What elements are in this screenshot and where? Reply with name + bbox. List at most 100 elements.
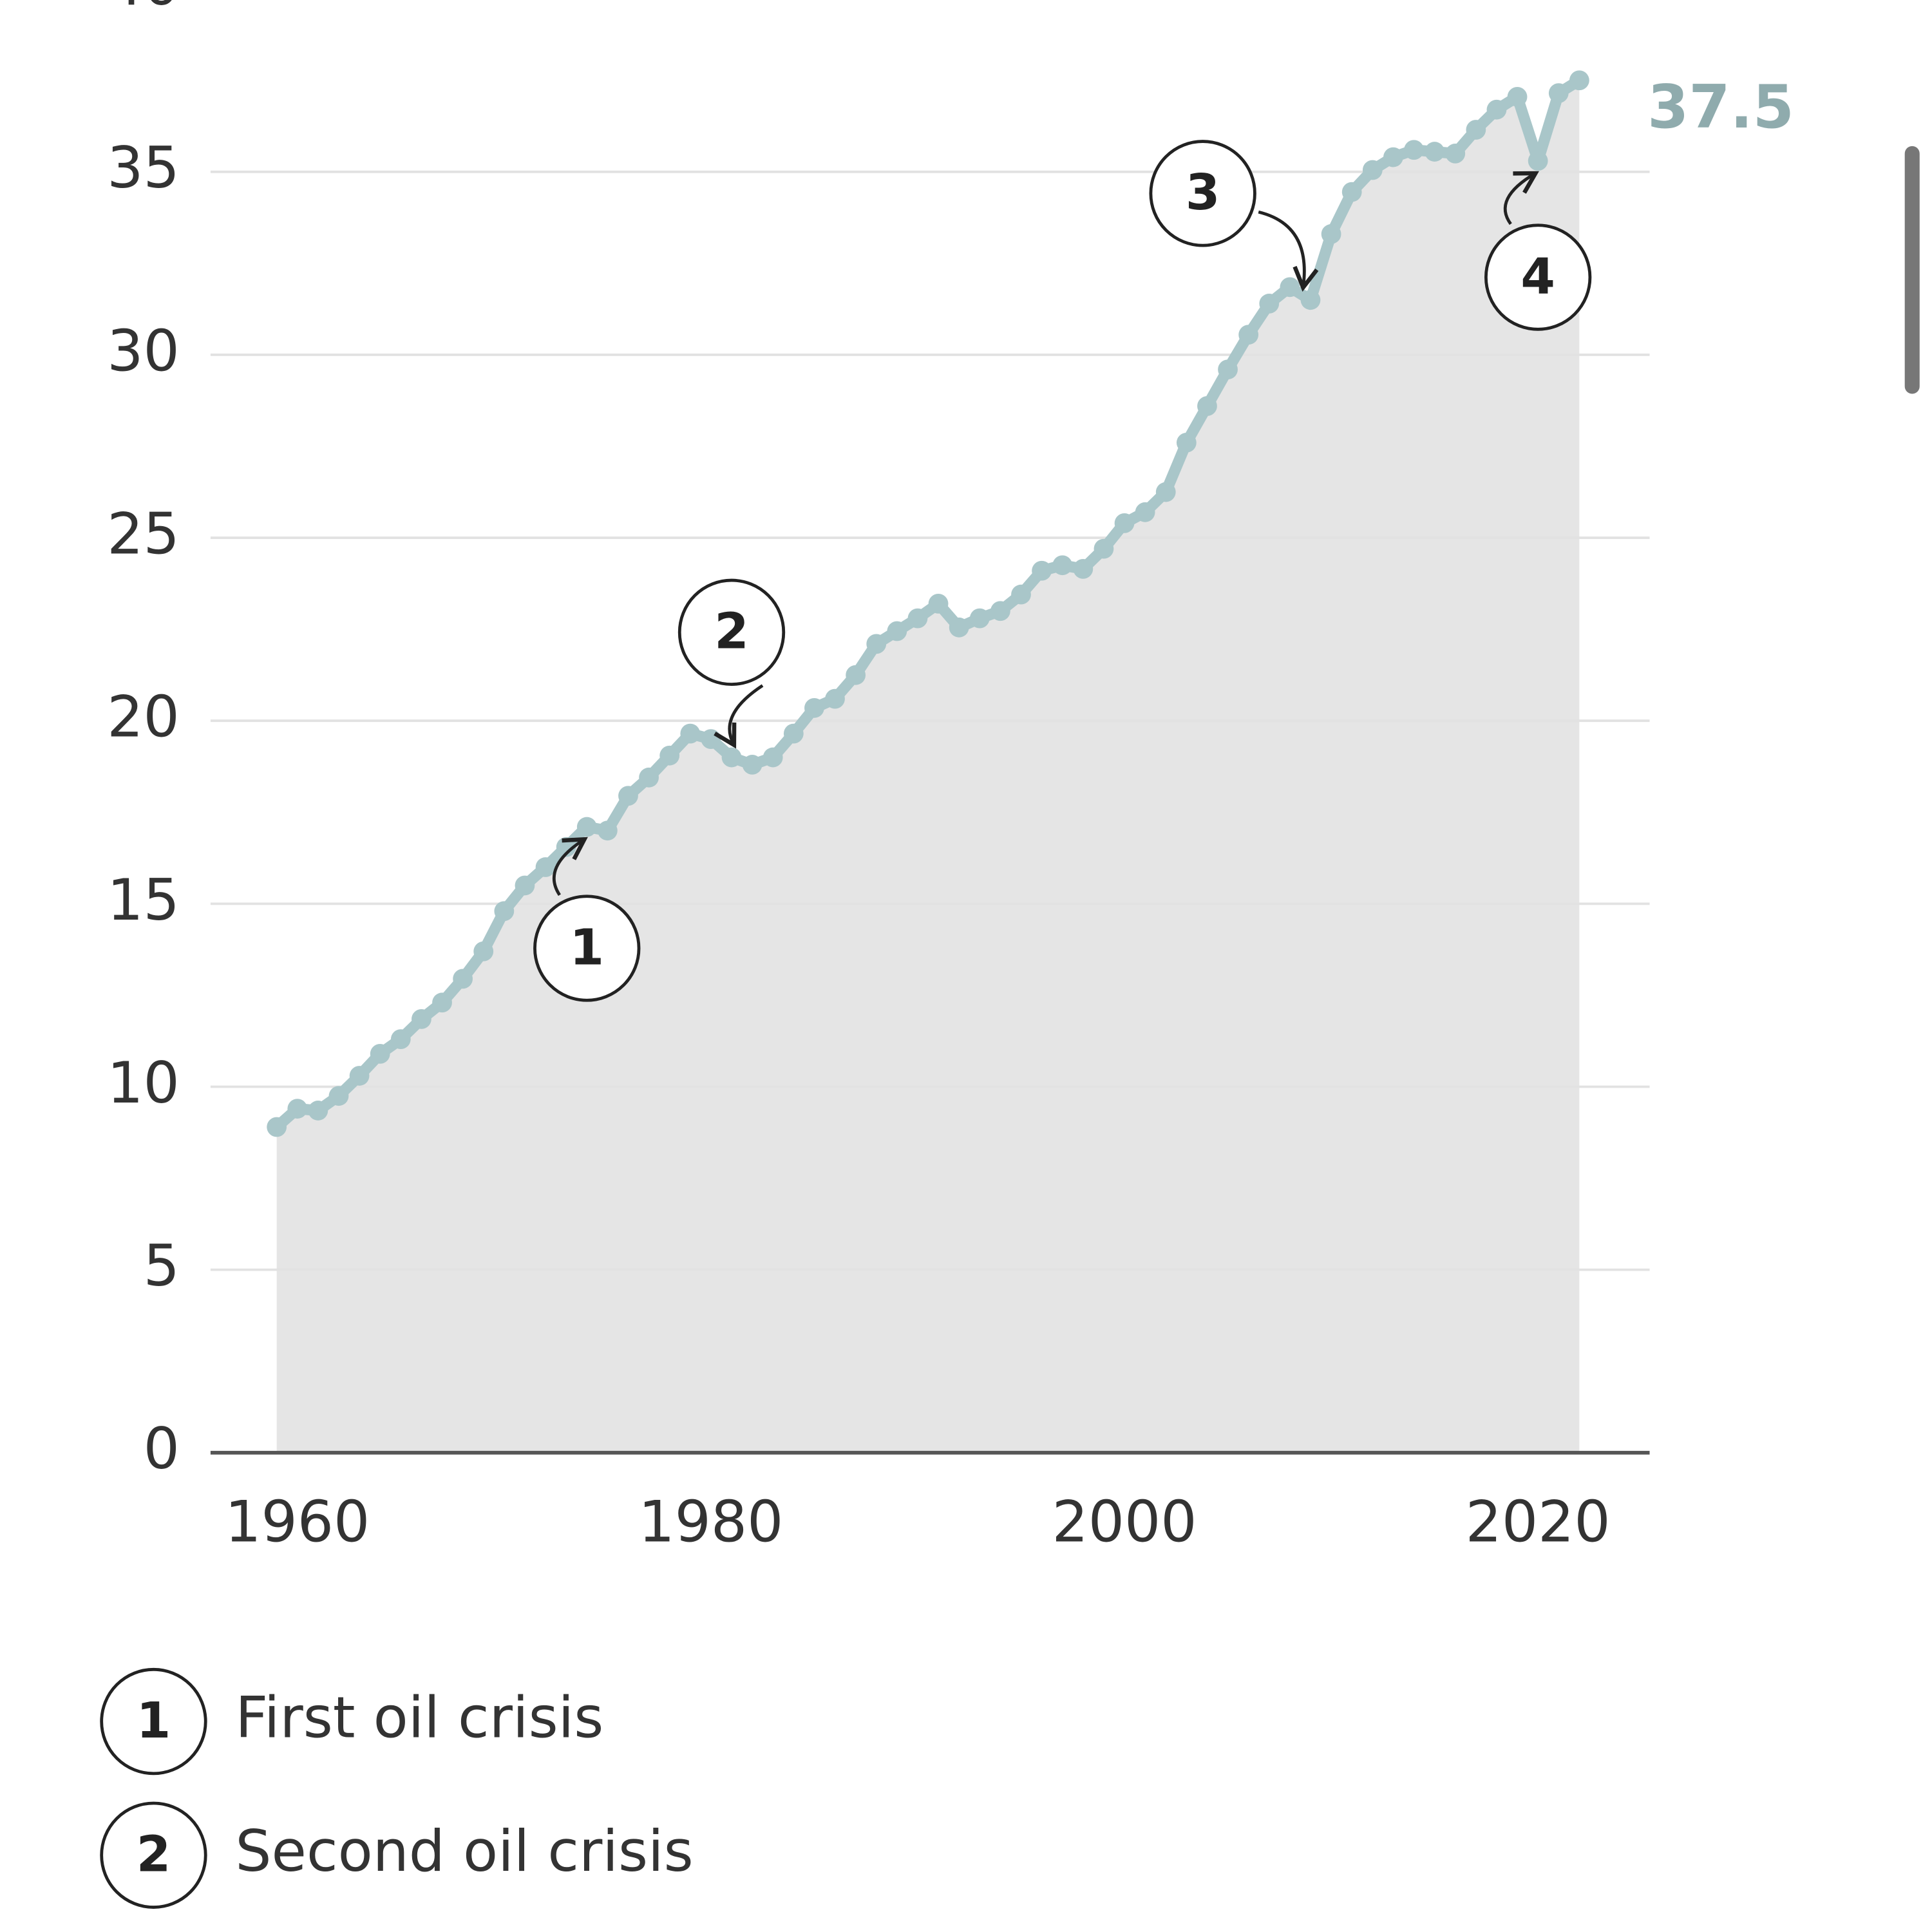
- point: [1073, 559, 1094, 579]
- legend-text: First oil crisis: [235, 1684, 603, 1750]
- annotation-circle: [533, 895, 641, 1002]
- point: [1176, 432, 1197, 453]
- point: [308, 1101, 328, 1121]
- point: [473, 941, 494, 961]
- y-tick-label: 5: [144, 1233, 180, 1299]
- point: [1445, 144, 1466, 164]
- point: [1094, 538, 1114, 559]
- point: [1197, 396, 1217, 416]
- annotation-marker: 1: [570, 919, 605, 976]
- point: [1052, 555, 1073, 576]
- annotation-circle: [1149, 140, 1256, 247]
- point: [1466, 120, 1486, 140]
- point: [1528, 151, 1548, 171]
- point: [1548, 83, 1569, 104]
- annotation-marker: 4: [1520, 248, 1555, 305]
- point: [1507, 86, 1528, 107]
- y-tick-label: 40: [107, 0, 180, 18]
- y-tick-label: 15: [107, 867, 180, 933]
- point: [928, 594, 949, 614]
- point: [783, 723, 804, 744]
- y-tick-label: 20: [107, 684, 180, 750]
- y-tick-label: 10: [107, 1050, 180, 1116]
- point: [1011, 584, 1031, 605]
- point: [328, 1086, 349, 1106]
- point: [267, 1117, 287, 1137]
- point: [1425, 142, 1445, 162]
- y-tick-label: 0: [144, 1416, 180, 1482]
- point: [639, 767, 659, 788]
- point: [1362, 160, 1383, 180]
- y-tick-label: 35: [107, 135, 180, 201]
- area: [276, 80, 1580, 1453]
- point: [1114, 513, 1135, 533]
- point: [1155, 482, 1176, 502]
- legend-circle: [100, 1801, 207, 1909]
- line: [272, 75, 1582, 1132]
- point: [1569, 70, 1589, 91]
- point: [825, 688, 845, 709]
- point: [1032, 560, 1052, 581]
- point: [349, 1066, 370, 1086]
- point: [370, 1043, 390, 1064]
- point: [1135, 502, 1155, 522]
- point: [515, 875, 535, 896]
- point: [1321, 224, 1341, 244]
- point: [1238, 325, 1259, 345]
- point: [453, 969, 473, 989]
- point: [907, 608, 928, 629]
- y-tick-label: 30: [107, 317, 180, 384]
- point: [721, 747, 742, 768]
- point: [701, 729, 721, 750]
- point: [1486, 99, 1507, 120]
- x-tick-label: 1980: [638, 1489, 783, 1555]
- point: [1383, 147, 1403, 167]
- legend-circle: [100, 1667, 207, 1776]
- annotation-marker: 3: [1186, 164, 1220, 222]
- annotation-circle: [1484, 223, 1592, 331]
- scrollbar[interactable]: [1904, 146, 1920, 394]
- point: [680, 723, 701, 744]
- annotation-arrow: [1503, 171, 1539, 225]
- point: [949, 617, 969, 638]
- point: [432, 992, 452, 1013]
- point: [597, 820, 618, 841]
- point: [762, 747, 783, 768]
- x-tick-label: 2020: [1466, 1489, 1611, 1555]
- x-tick-label: 2000: [1052, 1489, 1197, 1555]
- point: [887, 621, 907, 641]
- point: [866, 634, 887, 654]
- point: [1259, 294, 1280, 314]
- point: [494, 901, 515, 922]
- annotation-arrow: [1258, 210, 1319, 292]
- point: [412, 1009, 431, 1029]
- annotation-arrow: [552, 837, 588, 896]
- annotation-circle: [677, 578, 786, 686]
- point: [390, 1029, 411, 1050]
- point: [846, 665, 866, 685]
- y-tick-label: 25: [107, 501, 180, 567]
- point: [990, 601, 1010, 621]
- legend-marker: 1: [137, 1692, 171, 1750]
- legend-text: Second oil crisis: [235, 1818, 693, 1884]
- point: [1404, 140, 1424, 160]
- point: [287, 1099, 308, 1119]
- point: [804, 697, 824, 718]
- point: [969, 608, 990, 629]
- annotation-arrow: [714, 684, 764, 749]
- point: [1341, 182, 1362, 202]
- x-tick-label: 1960: [225, 1489, 370, 1555]
- point: [576, 817, 597, 837]
- point: [618, 786, 638, 806]
- point: [535, 857, 556, 877]
- legend-marker: 2: [137, 1826, 171, 1884]
- point: [1300, 290, 1321, 310]
- annotation-marker: 2: [714, 603, 749, 661]
- point: [1280, 277, 1300, 298]
- point: [1218, 359, 1238, 380]
- point: [742, 755, 762, 775]
- end-value-label: 37.5: [1647, 72, 1794, 142]
- point: [659, 745, 680, 766]
